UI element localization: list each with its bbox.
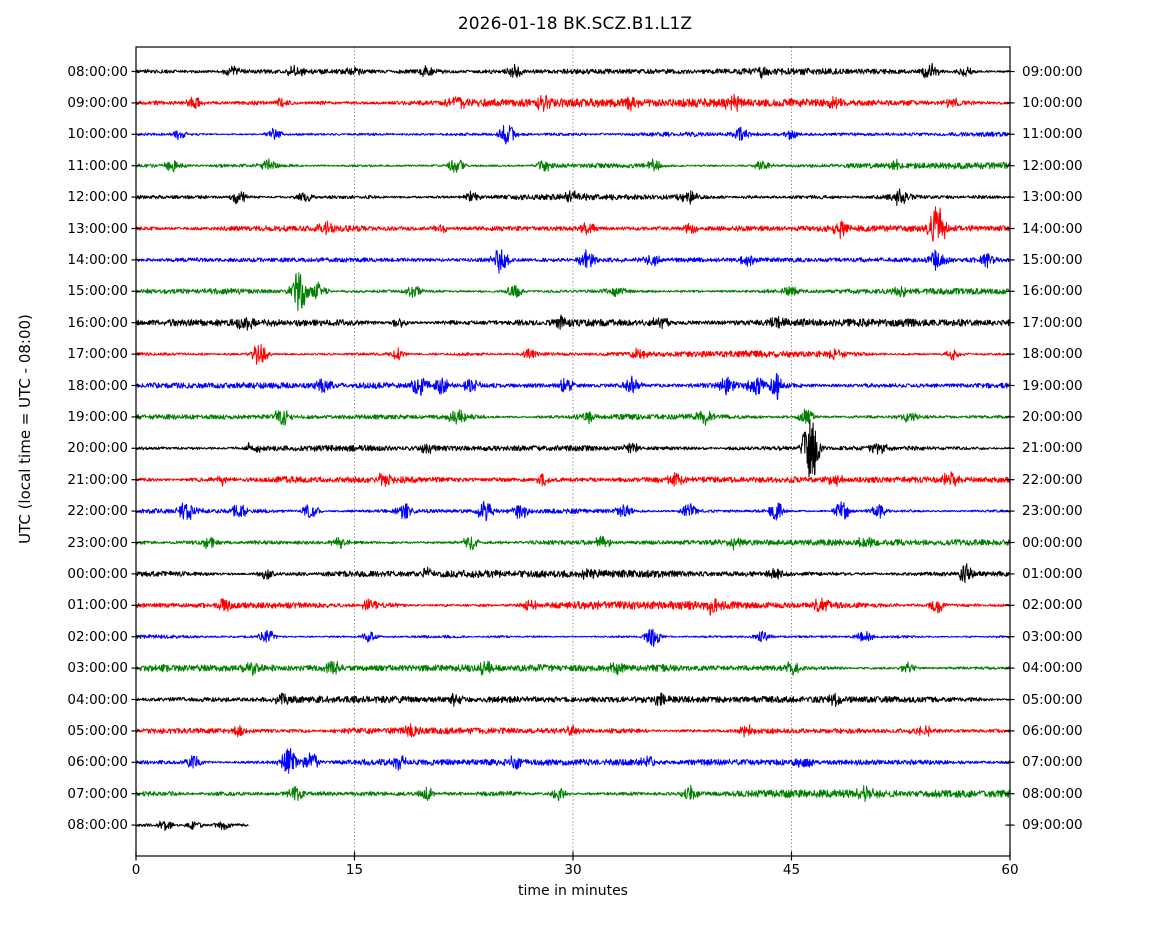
trace-line: [135, 206, 1011, 242]
trace-line: [135, 628, 1011, 647]
y-tick-label-left: 18:00:00: [67, 377, 128, 394]
y-tick-label-left: 00:00:00: [67, 565, 128, 582]
y-tick-label-right: 16:00:00: [1022, 283, 1083, 300]
y-tick-label-left: 04:00:00: [67, 691, 128, 708]
x-tick-label: 15: [345, 862, 364, 878]
trace-line: [135, 408, 1011, 426]
x-tick-label: 60: [1001, 862, 1019, 878]
y-tick-label-left: 05:00:00: [67, 722, 128, 739]
y-tick-label-left: 03:00:00: [67, 660, 128, 677]
y-tick-label-right: 20:00:00: [1022, 408, 1083, 425]
trace-line: [135, 343, 1011, 365]
y-tick-label-left: 07:00:00: [67, 785, 128, 802]
y-tick-label-left: 08:00:00: [67, 817, 128, 834]
trace-line: [135, 188, 1011, 207]
y-tick-label-right: 11:00:00: [1022, 126, 1083, 143]
y-tick-label-left: 13:00:00: [67, 220, 128, 237]
x-tick-label: 45: [782, 862, 801, 878]
y-tick-label-right: 17:00:00: [1022, 314, 1083, 331]
y-tick-label-left: 02:00:00: [67, 628, 128, 645]
trace-line: [135, 272, 1011, 312]
trace-line: [135, 419, 1011, 478]
trace-line: [135, 563, 1011, 584]
trace-line: [135, 372, 1011, 401]
y-tick-label-right: 09:00:00: [1022, 817, 1083, 834]
y-tick-label-left: 14:00:00: [67, 251, 128, 268]
y-tick-label-right: 04:00:00: [1022, 660, 1083, 677]
seismic-traces: [135, 62, 1011, 831]
y-tick-label-right: 06:00:00: [1022, 722, 1083, 739]
y-tick-label-right: 21:00:00: [1022, 440, 1083, 457]
gridlines: [354, 47, 792, 856]
y-tick-label-right: 05:00:00: [1022, 691, 1083, 708]
y-tick-label-right: 02:00:00: [1022, 597, 1083, 614]
trace-line: [135, 820, 249, 831]
y-tick-label-right: 22:00:00: [1022, 471, 1083, 488]
trace-line: [135, 597, 1011, 616]
y-tick-label-right: 00:00:00: [1022, 534, 1083, 551]
y-tick-label-left: 10:00:00: [67, 126, 128, 143]
x-tick-label: 0: [131, 862, 141, 878]
y-tick-label-left: 06:00:00: [67, 754, 128, 771]
trace-line: [135, 660, 1011, 677]
y-tick-label-right: 10:00:00: [1022, 94, 1083, 111]
y-tick-label-left: 17:00:00: [67, 346, 128, 363]
y-tick-label-left: 23:00:00: [67, 534, 128, 551]
trace-line: [135, 500, 1011, 522]
x-axis-label: time in minutes: [518, 883, 628, 899]
y-tick-label-left: 16:00:00: [67, 314, 128, 331]
y-tick-label-left: 22:00:00: [67, 503, 128, 520]
y-tick-label-left: 21:00:00: [67, 471, 128, 488]
trace-line: [135, 249, 1011, 274]
trace-line: [135, 535, 1011, 551]
y-tick-label-right: 12:00:00: [1022, 157, 1083, 174]
y-tick-label-left: 15:00:00: [67, 283, 128, 300]
trace-line: [135, 784, 1011, 802]
y-tick-label-right: 13:00:00: [1022, 189, 1083, 206]
trace-line: [135, 314, 1011, 331]
trace-line: [135, 158, 1011, 173]
y-tick-label-right: 14:00:00: [1022, 220, 1083, 237]
trace-line: [135, 723, 1011, 738]
y-tick-label-right: 03:00:00: [1022, 628, 1083, 645]
y-tick-label-left: 20:00:00: [67, 440, 128, 457]
y-tick-label-left: 08:00:00: [67, 63, 128, 80]
trace-line: [135, 124, 1011, 145]
y-tick-label-right: 18:00:00: [1022, 346, 1083, 363]
trace-line: [135, 747, 1011, 774]
y-tick-label-right: 01:00:00: [1022, 565, 1083, 582]
page-title: 2026-01-18 BK.SCZ.B1.L1Z: [457, 14, 693, 34]
trace-line: [135, 692, 1011, 708]
plot-frame: [135, 46, 1011, 857]
y-tick-label-left: 01:00:00: [67, 597, 128, 614]
y-tick-label-left: 12:00:00: [67, 189, 128, 206]
trace-line: [135, 471, 1011, 488]
y-tick-label-right: 08:00:00: [1022, 785, 1083, 802]
y-tick-label-left: 19:00:00: [67, 408, 128, 425]
trace-line: [135, 62, 1011, 79]
y-tick-label-left: 11:00:00: [67, 157, 128, 174]
y-tick-label-right: 07:00:00: [1022, 754, 1083, 771]
y-tick-label-right: 09:00:00: [1022, 63, 1083, 80]
y-tick-label-left: 09:00:00: [67, 94, 128, 111]
y-tick-label-right: 15:00:00: [1022, 251, 1083, 268]
x-tick-label: 30: [564, 862, 582, 878]
y-tick-label-right: 19:00:00: [1022, 377, 1083, 394]
y-tick-label-right: 23:00:00: [1022, 503, 1083, 520]
trace-line: [135, 93, 1011, 112]
